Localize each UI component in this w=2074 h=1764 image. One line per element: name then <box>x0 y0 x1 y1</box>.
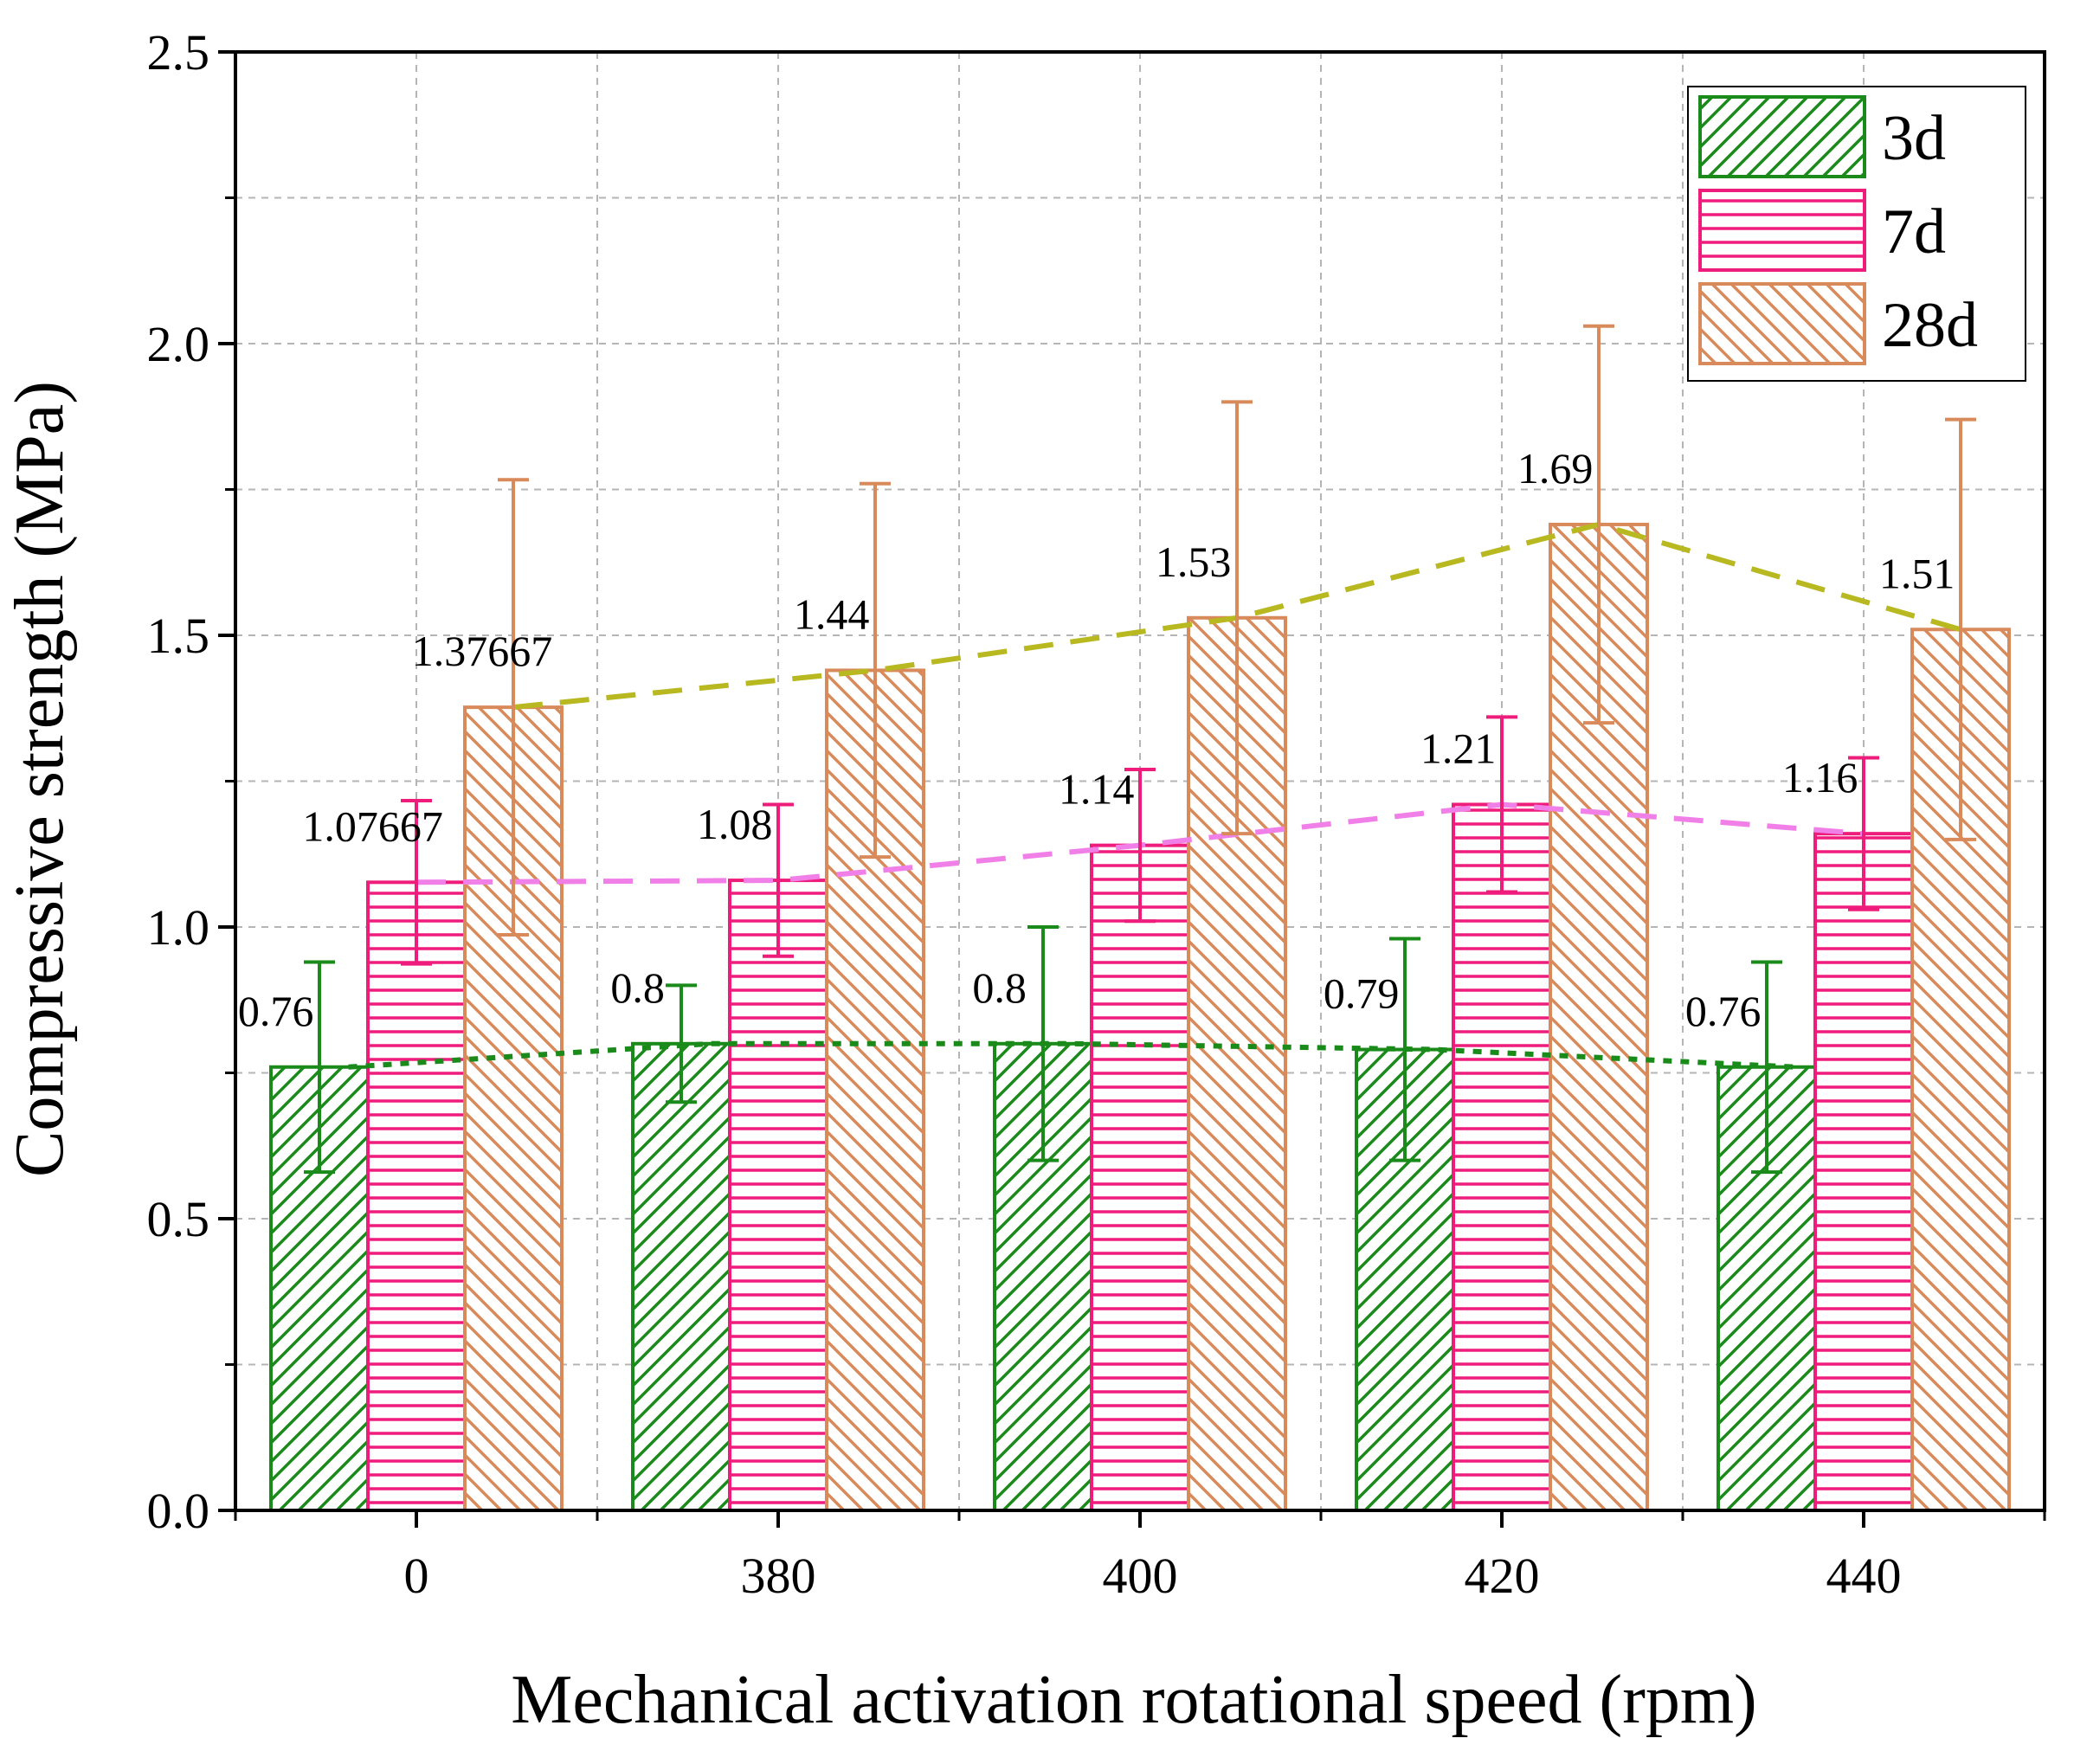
data-label-28d-420: 1.69 <box>1517 444 1594 493</box>
y-tick-label: 1.5 <box>147 608 210 664</box>
legend-label-28d: 28d <box>1882 290 1978 361</box>
error-bar-28d-440 <box>1945 417 1976 841</box>
legend-item-3d: 3d <box>1698 95 1946 178</box>
x-tick-label: 440 <box>1826 1548 1902 1604</box>
bar-7d-420 <box>1452 802 1552 1512</box>
error-bar-3d-400 <box>1027 925 1059 1162</box>
y-tick-label: 2.5 <box>147 24 210 80</box>
legend-swatch-7d <box>1698 189 1866 272</box>
legend-swatch-28d <box>1698 282 1866 365</box>
error-bar-3d-440 <box>1751 960 1782 1175</box>
x-tick-label: 0 <box>404 1548 429 1604</box>
y-tick-label: 0.0 <box>147 1483 210 1539</box>
error-bar-7d-0 <box>401 798 432 966</box>
data-label-3d-400: 0.8 <box>972 963 1027 1012</box>
y-tick-label: 2.0 <box>147 316 210 372</box>
legend-item-28d: 28d <box>1698 282 1978 365</box>
data-label-7d-420: 1.21 <box>1420 724 1497 772</box>
x-tick-label: 420 <box>1465 1548 1540 1604</box>
x-tick-label: 400 <box>1103 1548 1178 1604</box>
data-label-28d-0: 1.37667 <box>412 627 553 675</box>
bars <box>269 522 2011 1513</box>
data-label-7d-380: 1.08 <box>697 800 773 848</box>
x-axis-title: Mechanical activation rotational speed (… <box>511 1662 1756 1738</box>
legend-swatch-3d <box>1698 95 1866 178</box>
data-label-3d-420: 0.79 <box>1324 969 1400 1018</box>
error-bar-28d-380 <box>860 481 891 859</box>
x-tick-label: 380 <box>741 1548 816 1604</box>
bar-7d-440 <box>1813 832 1914 1512</box>
error-bar-7d-420 <box>1486 715 1517 894</box>
y-tick-label: 1.0 <box>147 899 210 956</box>
axes: 0.0 0.5 1.0 1.5 2.0 2.5 0 380 400 420 440 <box>147 24 2046 1604</box>
data-labels: 0.76 0.8 0.8 0.79 0.76 1.07667 1.08 1.14 1.21 1.1… <box>238 444 1955 1035</box>
legend-item-7d: 7d <box>1698 189 1946 272</box>
bar-3d-380 <box>631 1041 731 1513</box>
data-label-7d-400: 1.14 <box>1059 765 1135 814</box>
error-bar-28d-400 <box>1221 400 1253 836</box>
error-bar-3d-420 <box>1389 937 1420 1162</box>
y-axis-title: Compressive strength (MPa) <box>2 381 78 1177</box>
error-bar-7d-440 <box>1848 756 1879 911</box>
data-label-7d-0: 1.07667 <box>302 802 443 850</box>
error-bar-7d-380 <box>763 802 794 958</box>
data-label-3d-440: 0.76 <box>1685 987 1762 1035</box>
error-bar-3d-0 <box>304 960 335 1175</box>
bar-7d-0 <box>366 880 467 1512</box>
bar-28d-380 <box>825 668 925 1512</box>
error-bar-3d-380 <box>666 983 697 1104</box>
data-label-28d-400: 1.53 <box>1156 538 1232 586</box>
legend-label-7d: 7d <box>1882 196 1946 267</box>
legend-label-3d: 3d <box>1882 103 1946 174</box>
y-tick-label: 0.5 <box>147 1191 210 1247</box>
error-bar-7d-400 <box>1124 768 1156 924</box>
error-bar-28d-0 <box>498 478 529 937</box>
legend[interactable]: 3d 7d 28d <box>1687 86 2026 382</box>
error-bar-28d-420 <box>1583 324 1614 725</box>
data-label-3d-380: 0.8 <box>610 963 665 1012</box>
bar-7d-400 <box>1090 843 1190 1512</box>
data-label-7d-440: 1.16 <box>1782 753 1858 802</box>
data-label-28d-440: 1.51 <box>1879 549 1955 597</box>
data-label-28d-380: 1.44 <box>794 589 870 638</box>
bar-7d-380 <box>728 879 828 1512</box>
error-bars <box>304 324 1976 1175</box>
data-label-3d-0: 0.76 <box>238 987 314 1035</box>
